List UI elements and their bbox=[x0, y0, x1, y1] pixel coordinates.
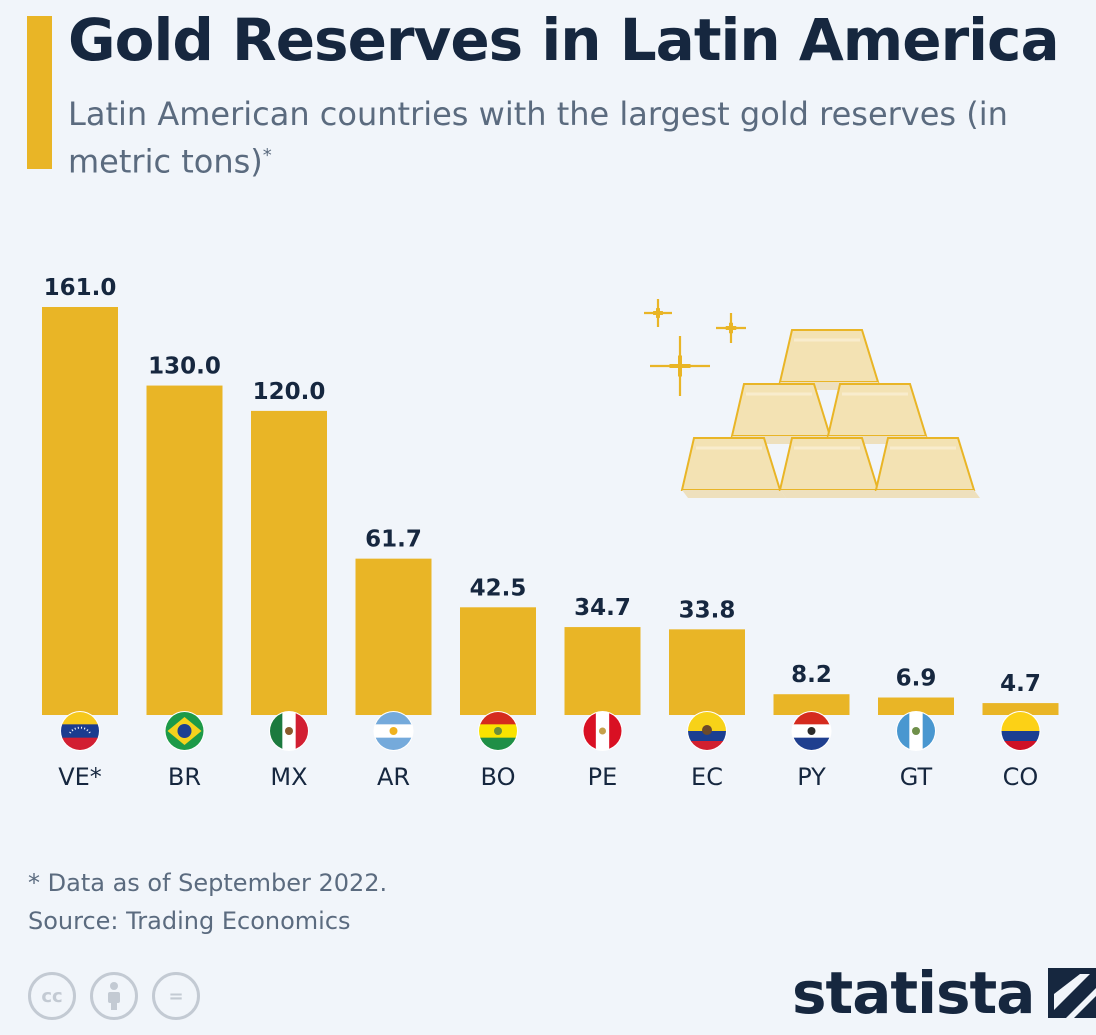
peru-flag-icon bbox=[582, 711, 623, 751]
argentina-flag-icon bbox=[373, 711, 414, 751]
value-label: 61.7 bbox=[365, 527, 422, 553]
category-label: MX bbox=[270, 763, 307, 791]
chart-subtitle: Latin American countries with the larges… bbox=[68, 93, 1068, 183]
category-label: PE bbox=[588, 763, 618, 791]
no-derivatives-icon[interactable]: = bbox=[152, 972, 200, 1020]
footnote-text: * Data as of September 2022. bbox=[28, 869, 388, 897]
creative-commons-icon[interactable]: cc bbox=[28, 972, 76, 1020]
venezuela-flag-icon bbox=[60, 711, 100, 751]
subtitle-footnote-mark: * bbox=[262, 145, 272, 166]
value-label: 120.0 bbox=[253, 379, 326, 405]
bar-bo bbox=[460, 607, 536, 715]
value-label: 130.0 bbox=[148, 354, 221, 380]
title-accent-bar bbox=[27, 16, 52, 169]
bar-mx bbox=[251, 410, 327, 715]
bar-py bbox=[773, 694, 850, 715]
bar-pe bbox=[564, 627, 641, 715]
source-text: Source: Trading Economics bbox=[28, 907, 351, 935]
subtitle-text: Latin American countries with the larges… bbox=[68, 95, 1008, 181]
value-label: 8.2 bbox=[791, 662, 832, 688]
category-label: GT bbox=[900, 763, 933, 791]
paraguay-flag-icon bbox=[791, 711, 832, 751]
value-label: 4.7 bbox=[1000, 671, 1041, 697]
category-label: EC bbox=[691, 763, 723, 791]
value-label: 6.9 bbox=[896, 666, 937, 692]
attribution-icon[interactable] bbox=[90, 972, 138, 1020]
category-label: PY bbox=[797, 763, 826, 791]
bar-ec bbox=[669, 629, 745, 715]
brazil-flag-icon bbox=[164, 711, 205, 751]
bar-gt bbox=[878, 697, 954, 715]
gold-bars-icon bbox=[644, 299, 980, 498]
bar-ar bbox=[355, 558, 432, 715]
license-icons: cc = bbox=[28, 972, 200, 1020]
chart-title: Gold Reserves in Latin America bbox=[68, 6, 1060, 74]
category-label: AR bbox=[377, 763, 410, 791]
category-label: VE* bbox=[58, 763, 102, 791]
mexico-flag-icon bbox=[269, 711, 309, 751]
bar-co bbox=[982, 703, 1059, 715]
ecuador-flag-icon bbox=[687, 711, 727, 751]
statista-brand[interactable]: statista bbox=[792, 963, 1096, 1023]
category-label: BR bbox=[168, 763, 201, 791]
value-label: 161.0 bbox=[44, 275, 117, 301]
value-label: 42.5 bbox=[470, 575, 527, 601]
statista-logo-icon bbox=[1048, 968, 1096, 1018]
category-label: CO bbox=[1003, 763, 1039, 791]
bar-chart: 161.0 130.0 120.0 61.7 42.5 34.7 33.8 8.2 6.9 4.7… bbox=[42, 275, 1059, 791]
guatemala-flag-icon bbox=[896, 711, 936, 751]
brand-name: statista bbox=[792, 959, 1035, 1027]
bar-br bbox=[146, 385, 223, 715]
value-label: 33.8 bbox=[679, 597, 736, 623]
bar-ve bbox=[42, 307, 118, 715]
footnotes: * Data as of September 2022. Source: Tra… bbox=[28, 864, 387, 940]
bolivia-flag-icon bbox=[478, 711, 518, 751]
category-label: BO bbox=[481, 763, 516, 791]
colombia-flag-icon bbox=[1000, 711, 1041, 751]
value-label: 34.7 bbox=[574, 595, 631, 621]
